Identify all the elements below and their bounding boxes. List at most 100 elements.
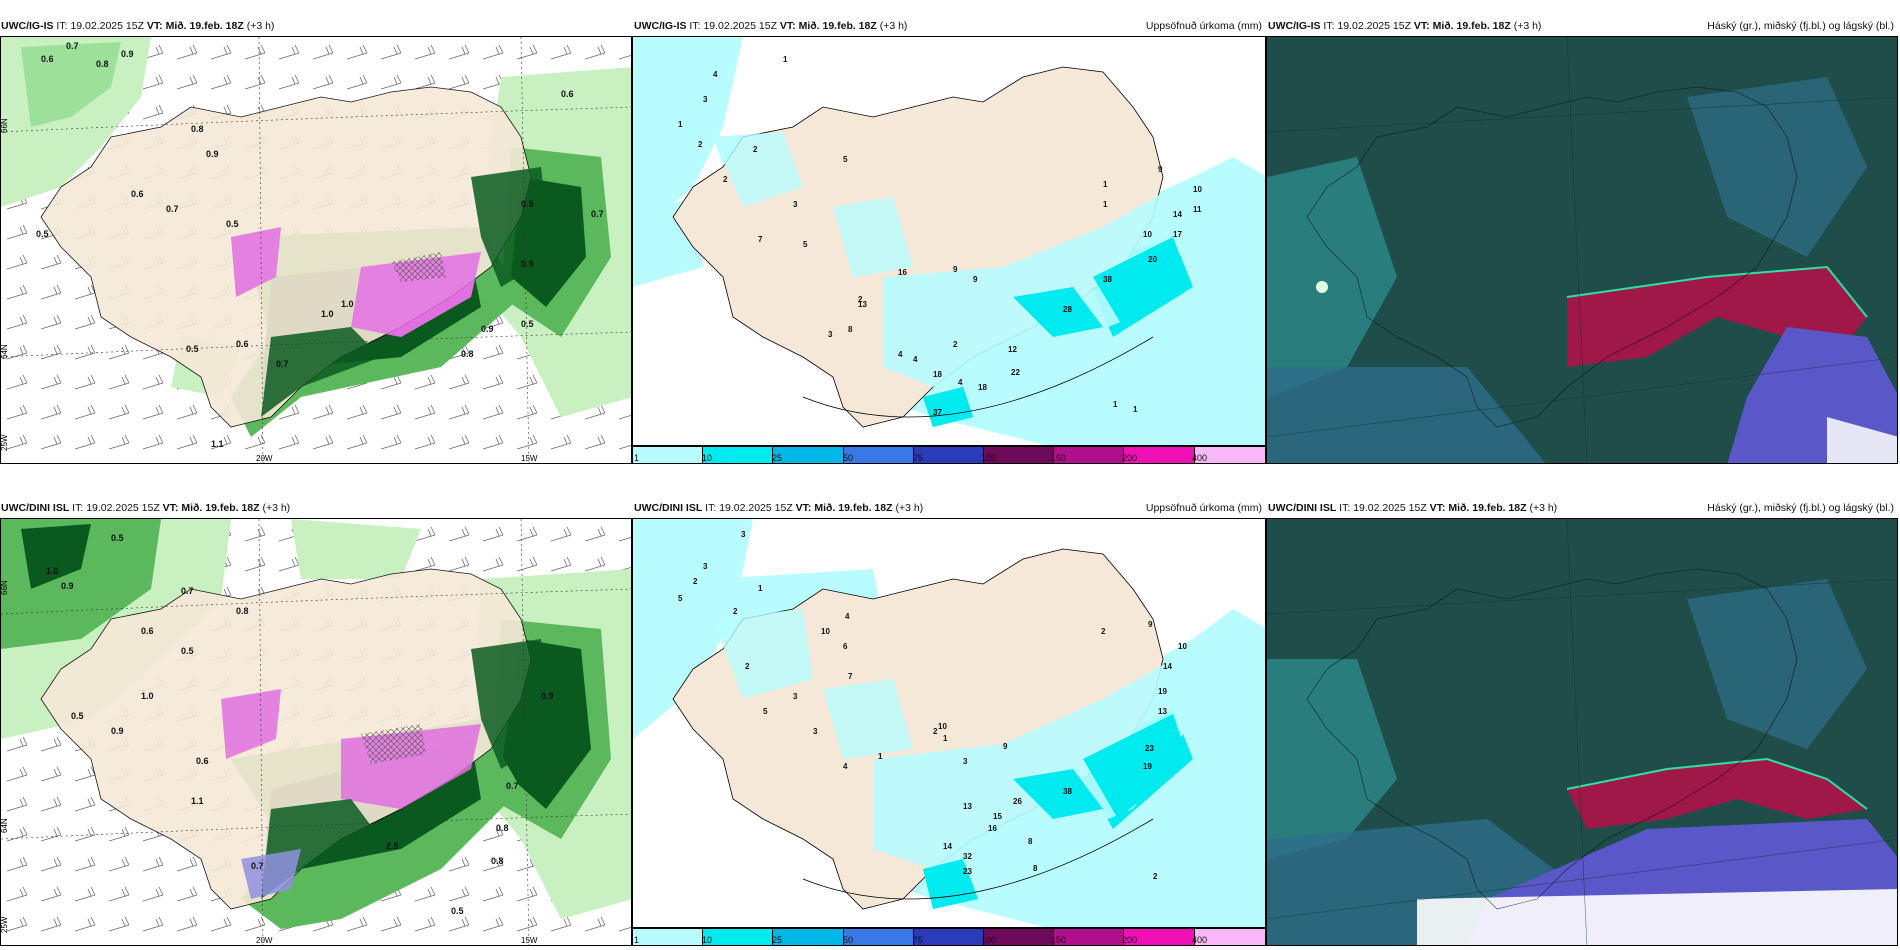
precip-label: 7 [758, 235, 763, 244]
wind-label: 1.1 [211, 439, 224, 449]
precip-label: 10 [1143, 230, 1152, 239]
precip-label: 1 [943, 734, 948, 743]
wind-precip-panel-top: UWC/IG-IS IT: 19.02.2025 15Z VT: Mið. 19… [0, 12, 632, 464]
vt-value: Mið. 19.feb. 18Z [1432, 20, 1511, 32]
colorbar-swatch [633, 929, 704, 945]
colorbar-swatch [773, 447, 844, 463]
wind-label: 0.7 [66, 41, 79, 51]
colorbar-tick: 25 [772, 453, 783, 463]
it-label: IT: [56, 20, 68, 32]
wind-map-svg: 66N 64N 20W 15W 25W 0.5 0.9 1.0 0.7 0.8 … [1, 519, 631, 945]
precip-label: 2 [693, 577, 698, 586]
precip-label: 8 [1028, 837, 1033, 846]
vt-value: Mið. 19.feb. 18Z [1448, 502, 1527, 514]
precip-map[interactable]: 4 3 1 2 1 2 5 3 7 5 9 8 2 3 2 16 13 9 4 … [632, 36, 1266, 446]
cloud-panel-top: UWC/IG-IS IT: 19.02.2025 15Z VT: Mið. 19… [1266, 12, 1898, 464]
colorbar-tick: 10 [702, 935, 713, 945]
colorbar-swatch [913, 447, 985, 463]
wind-label: 0.8 [96, 59, 109, 69]
wind-label: 0.9 [541, 691, 554, 701]
precip-label: 10 [1193, 185, 1202, 194]
vt-value: Mið. 19.feb. 18Z [165, 20, 244, 32]
wind-value-labels: 0.5 0.9 1.0 0.7 0.8 0.6 0.5 1.1 0.9 0.7 … [46, 533, 554, 916]
it-value: 19.02.2025 15Z [70, 20, 144, 32]
precip-label: 12 [1008, 345, 1017, 354]
colorbar-tick: 150 [1051, 935, 1067, 945]
precip-label: 22 [1011, 368, 1020, 377]
precip-label: 38 [1063, 787, 1072, 796]
model-name: UWC/DINI ISL [634, 502, 703, 514]
precip-label: 14 [1163, 662, 1172, 671]
colorbar-tick: 10 [702, 453, 713, 463]
precip-label: 13 [963, 802, 972, 811]
colorbar-tick: 25 [772, 935, 783, 945]
cloud-title: Háský (gr.), miðský (fj.bl.) og lágský (… [1707, 502, 1894, 514]
colorbar-swatch [843, 447, 914, 463]
wind-label: 1.0 [341, 299, 354, 309]
wind-label: 0.9 [111, 726, 124, 736]
colorbar-swatch [1124, 929, 1195, 945]
lon-label-15: 15W [521, 454, 538, 463]
lead-time: (+3 h) [1529, 502, 1558, 514]
precip-label: 23 [1145, 744, 1154, 753]
colorbar-tick: 150 [1051, 453, 1067, 463]
colorbar-tick: 75 [913, 453, 924, 463]
precip-label: 2 [733, 607, 738, 616]
wind-label: 0.9 [521, 259, 534, 269]
precip-label: 3 [813, 727, 818, 736]
vt-value: Mið. 19.feb. 18Z [814, 502, 893, 514]
colorbar-swatch [913, 929, 985, 945]
lat-label-66: 66N [1, 580, 9, 595]
wind-map[interactable]: 66N 64N 20W 15W 25W 0.5 0.9 1.0 0.7 0.8 … [0, 518, 632, 946]
lead-time: (+3 h) [262, 502, 291, 514]
precip-label: 4 [713, 70, 718, 79]
precip-label: 5 [803, 240, 808, 249]
precip-label: 4 [845, 612, 850, 621]
colorbar-tick: 100 [981, 453, 997, 463]
wind-value-labels: 0.6 0.7 0.8 0.9 0.5 0.6 0.8 0.5 0.9 0.7 … [36, 41, 604, 449]
precip-label: 8 [848, 325, 853, 334]
lon-label-25: 25W [1, 434, 9, 451]
wind-precip-panel-bottom: UWC/DINI ISL IT: 19.02.2025 15Z VT: Mið.… [0, 494, 632, 946]
model-name: UWC/IG-IS [1268, 20, 1321, 32]
colorbar-tick: 200 [1122, 453, 1138, 463]
wind-map[interactable]: 66N 64N 20W 15W 25W 0.6 0.7 0.8 0.9 0.5 … [0, 36, 632, 464]
wind-label: 0.7 [276, 359, 289, 369]
precip-label: 3 [741, 530, 746, 539]
precip-label: 2 [1101, 627, 1106, 636]
lead-time: (+3 h) [879, 20, 908, 32]
colorbar-swatch [984, 929, 1055, 945]
precip-label: 17 [1173, 230, 1182, 239]
colorbar-tick: 75 [913, 935, 924, 945]
it-value: 19.02.2025 15Z [1353, 502, 1427, 514]
precip-label: 10 [938, 722, 947, 731]
precip-label: 2 [953, 340, 958, 349]
precip-label: 3 [703, 562, 708, 571]
precip-label: 7 [848, 672, 853, 681]
precip-label: 8 [1033, 864, 1038, 873]
precip-colorbar [632, 928, 1266, 946]
cloud-map[interactable] [1266, 518, 1898, 946]
it-label: IT: [72, 502, 84, 514]
cloud-map[interactable] [1266, 36, 1898, 464]
lead-time: (+3 h) [895, 502, 924, 514]
precip-map[interactable]: 3 3 2 5 1 2 4 10 6 7 2 3 5 4 3 1 1 3 2 9 [632, 518, 1266, 928]
precip-label: 5 [843, 155, 848, 164]
lon-label-20: 20W [256, 454, 273, 463]
wind-label: 0.5 [71, 711, 84, 721]
it-label: IT: [1339, 502, 1351, 514]
vt-value: Mið. 19.feb. 18Z [181, 502, 260, 514]
precip-label: 9 [1003, 742, 1008, 751]
precip-value-labels: 4 3 1 2 1 2 5 3 7 5 9 8 2 3 2 16 13 9 4 … [678, 55, 1202, 417]
wind-label: 0.5 [521, 199, 534, 209]
wind-label: 0.7 [591, 209, 604, 219]
wind-label: 1.0 [141, 691, 154, 701]
model-name: UWC/IG-IS [1, 20, 54, 32]
precip-label: 2 [698, 140, 703, 149]
precip-label: 10 [821, 627, 830, 636]
precip-title: Uppsöfnuð úrkoma (mm) [1145, 502, 1262, 514]
precip-label: 19 [1143, 762, 1152, 771]
precip-label: 2 [1153, 872, 1158, 881]
precip-label: 19 [1158, 687, 1167, 696]
wind-label: 0.6 [561, 89, 574, 99]
